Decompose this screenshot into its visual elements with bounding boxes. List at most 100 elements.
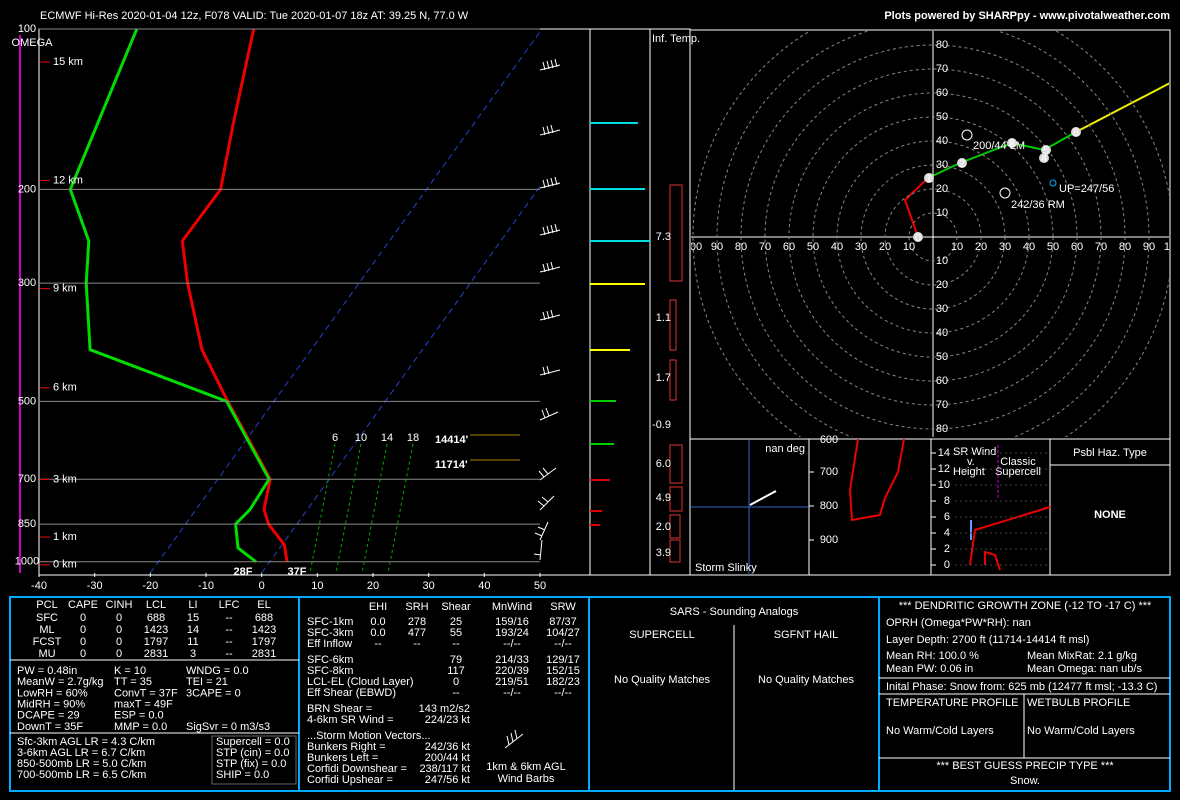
kin-header: SRH [405, 601, 428, 613]
kin-header: EHI [369, 601, 387, 613]
parcel-cell: 0 [116, 624, 122, 636]
parcel-cell: 0 [80, 624, 86, 636]
temp-tick-label: 40 [478, 580, 490, 592]
hodo-up: UP=247/56 [1059, 183, 1114, 195]
sr-title: v. [967, 456, 975, 468]
hodo-y-label: 50 [936, 111, 948, 123]
hodo-x-label: 90 [711, 241, 723, 253]
hodo-x-label: 20 [975, 241, 987, 253]
hodo-x-label: 10 [903, 241, 915, 253]
sr-tick-label: 8 [944, 495, 950, 507]
kin-cell: 0.0 [370, 616, 385, 628]
kin-cell: 79 [450, 654, 462, 666]
composite: Supercell = 0.0 [216, 736, 290, 748]
omega-tick-label: 600 [820, 434, 838, 446]
motion-value: 200/44 kt [425, 752, 470, 764]
parcel-cell: 14 [187, 624, 199, 636]
inf-temp-value: -0.9 [652, 419, 671, 431]
mixing-ratio-line [361, 443, 388, 574]
kin-cell: 193/24 [495, 627, 529, 639]
hodo-x-label: 80 [1119, 241, 1131, 253]
hodo-x-label: 90 [1143, 241, 1155, 253]
hodo-ring [884, 188, 982, 286]
index-text: 3CAPE = 0 [186, 687, 241, 699]
hodo-y-label: 60 [936, 87, 948, 99]
sars-result: No Quality Matches [758, 674, 854, 686]
temp-tick-label: 20 [367, 580, 379, 592]
motion-value: 247/56 kt [425, 774, 470, 786]
hodo-ring [740, 44, 1126, 430]
kin-cell: -- [374, 638, 382, 650]
index-text: MMP = 0.0 [114, 721, 167, 733]
hodo-ring [860, 164, 1006, 310]
sr-tick-label: 2 [944, 543, 950, 555]
hodo-marker-label: 2 [959, 158, 965, 170]
hazard-value: NONE [1094, 509, 1126, 521]
motion-label: Corfidi Upshear = [307, 774, 393, 786]
isotherm [261, 185, 540, 574]
mixing-ratio-line [335, 443, 362, 574]
height-label: 15 km [53, 56, 83, 68]
index-text: MeanW = 2.7g/kg [17, 676, 104, 688]
parcel-cell: MU [38, 648, 55, 660]
parcel-header: LFC [219, 599, 240, 611]
parcel-cell: 1423 [144, 624, 168, 636]
hodo-x-label: 30 [855, 241, 867, 253]
omega-tick-label: 700 [820, 466, 838, 478]
parcel-cell: 2831 [144, 648, 168, 660]
kin-cell: SFC-1km [307, 616, 353, 628]
parcel-cell: 688 [147, 612, 165, 624]
hodo-y-label: 70 [936, 63, 948, 75]
composite: STP (cin) = 0.0 [216, 747, 289, 759]
kin-cell: 55 [450, 627, 462, 639]
inf-temp-value: 1.7 [656, 372, 671, 384]
kin-extra-value: 224/23 kt [425, 714, 470, 726]
inf-temp-value: 4.9 [656, 492, 671, 504]
hodo-x-label: 60 [783, 241, 795, 253]
motion-label: Corfidi Downshear = [307, 763, 407, 775]
hodo-x-label: 30 [999, 241, 1011, 253]
hodo-marker [913, 232, 923, 242]
parcel-cell: 0 [80, 636, 86, 648]
hodo-x-label: 100 [1164, 241, 1180, 253]
composite: SHIP = 0.0 [216, 769, 269, 781]
kin-header: Shear [441, 601, 471, 613]
hodo-lm: 200/44 LM [973, 140, 1025, 152]
sr-title: SR Wind [953, 446, 996, 458]
sr-tick-label: 12 [938, 463, 950, 475]
lapse-rate: 850-500mb LR = 5.0 C/km [17, 758, 146, 770]
hodo-x-label: 50 [807, 241, 819, 253]
height-label: 12 km [53, 174, 83, 186]
hodo-marker [1071, 127, 1081, 137]
parcel-header: EL [257, 599, 270, 611]
motion-label: Bunkers Left = [307, 752, 378, 764]
parcel-cell: -- [225, 636, 233, 648]
motion-value: 238/117 kt [419, 763, 470, 775]
hazard-title: Psbl Haz. Type [1073, 447, 1147, 459]
kin-cell: 0 [453, 676, 459, 688]
hodo-y-label: 20 [936, 183, 948, 195]
parcel-cell: ML [39, 624, 54, 636]
inferred-temp-bars [669, 184, 683, 563]
slinky-direction: nan deg [765, 443, 805, 455]
slinky-title: Storm Slinky [695, 562, 757, 574]
hodo-ring [716, 31, 1150, 437]
dgz-wetbulb-result: No Warm/Cold Layers [1027, 725, 1135, 737]
mixing-ratio-label: 18 [407, 432, 419, 444]
kin-header: SRW [550, 601, 576, 613]
kin-cell: Eff Shear (EBWD) [307, 687, 396, 699]
hodo-y-label: 10 [936, 207, 948, 219]
index-text: DCAPE = 29 [17, 710, 80, 722]
pressure-tick-label: 700 [18, 473, 36, 485]
hodo-x-label: 50 [1047, 241, 1059, 253]
dgz-oprh: OPRH (Omega*PW*RH): nan [886, 617, 1031, 629]
hodo-rm: 242/36 RM [1011, 199, 1065, 211]
height-label: 9 km [53, 282, 77, 294]
hodo-y-label: 70 [936, 399, 948, 411]
temp-tick-label: 0 [259, 580, 265, 592]
index-text: WNDG = 0.0 [186, 665, 249, 677]
dgz-title: *** DENDRITIC GROWTH ZONE (-12 TO -17 C)… [899, 600, 1152, 612]
hodo-x-label: 10 [951, 241, 963, 253]
header-info: ECMWF Hi-Res 2020-01-04 12z, F078 VALID:… [40, 10, 469, 22]
lapse-rate: Sfc-3km AGL LR = 4.3 C/km [17, 736, 155, 748]
